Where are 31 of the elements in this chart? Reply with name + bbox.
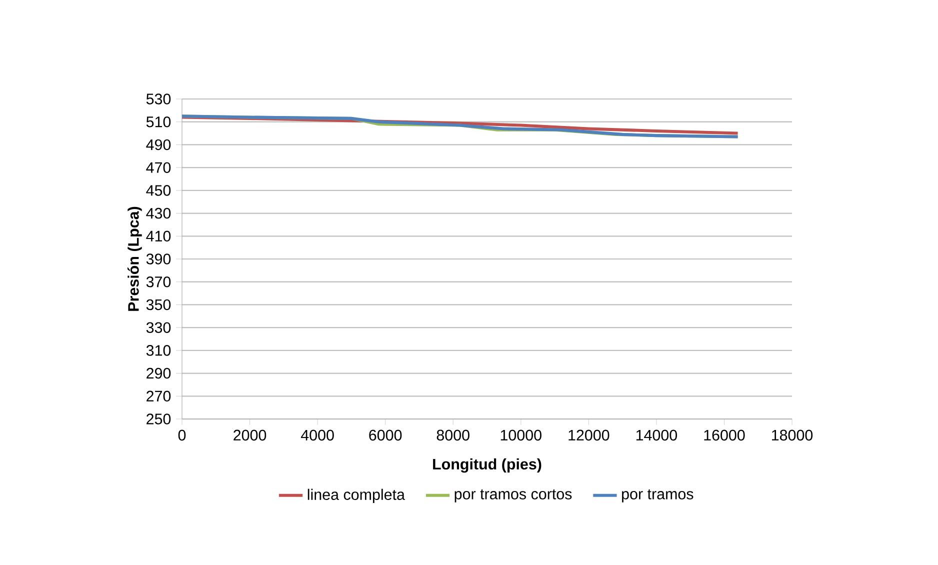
x-tick-label: 16000: [704, 430, 745, 441]
y-tick-label: 350: [146, 299, 171, 310]
x-tick-label: 12000: [568, 430, 610, 441]
legend-label: por tramos cortos: [454, 489, 572, 502]
legend-label: por tramos: [622, 489, 694, 502]
y-tick-label: 450: [146, 185, 171, 196]
y-tick-label: 370: [146, 276, 171, 288]
y-tick-label: 470: [146, 162, 171, 173]
y-tick-label: 290: [146, 368, 171, 379]
line-series: [182, 114, 740, 138]
y-tick-label: 510: [146, 116, 171, 128]
x-tick-label: 2000: [234, 430, 266, 441]
x-tick-label: 0: [178, 430, 186, 441]
x-tick-label: 6000: [369, 430, 402, 441]
y-tick-label: 430: [146, 208, 171, 219]
y-tick-label: 270: [146, 390, 171, 402]
y-tick-label: 410: [146, 230, 171, 242]
y-axis-title: Presión (Lpca): [128, 206, 142, 311]
legend-label: linea completa: [308, 488, 405, 503]
y-tick-label: 330: [146, 322, 171, 333]
x-axis-title: Longitud (pies): [433, 458, 542, 473]
x-tick-label: 18000: [772, 430, 813, 441]
y-tick-label: 390: [146, 254, 171, 264]
x-tick-label: 4000: [300, 430, 334, 441]
x-tick-label: 10000: [500, 430, 542, 441]
y-tick-label: 490: [146, 139, 171, 150]
y-tick-label: 310: [146, 345, 171, 356]
y-tick-label: 250: [146, 414, 171, 424]
x-tick-label: 8000: [436, 430, 470, 441]
y-tick-label: 530: [146, 94, 171, 104]
x-tick-label: 14000: [636, 430, 677, 441]
